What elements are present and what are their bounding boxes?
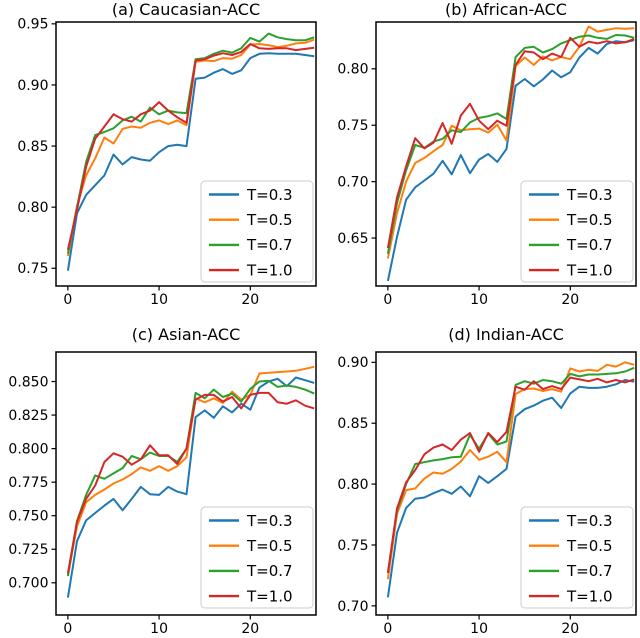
legend-label: T=0.5	[566, 211, 613, 229]
x-tick-label: 20	[561, 292, 579, 308]
x-tick-label: 0	[383, 292, 392, 308]
y-tick-label: 0.85	[337, 416, 368, 432]
x-tick-label: 10	[150, 292, 168, 308]
x-tick-label: 20	[241, 621, 259, 637]
series-line-t05	[386, 25, 635, 259]
axes-border	[375, 351, 637, 616]
legend-label: T=0.7	[246, 562, 293, 580]
y-tick-label: 0.90	[337, 355, 368, 371]
axes-border	[375, 21, 637, 287]
legend-box	[520, 506, 634, 609]
y-tick-label: 0.750	[8, 509, 48, 525]
subplot-indian-acc: 0.70 0.75 0.80 0.85 0.90 0 10 20 T=0.3 T=0.5 T=0.7…	[320, 319, 640, 638]
series-line-t03	[386, 379, 635, 598]
subplot-african-acc: 0.65 0.70 0.75 0.80 0 10 20 T=0.3 T=0.5 T=0.7 T=1.…	[320, 0, 640, 319]
legend-label: T=0.3	[566, 512, 613, 530]
subplot-asian-canvas: 0.700 0.725 0.750 0.775 0.800 0.825 0.850 0 10 20…	[8, 351, 317, 637]
y-tick-label: 0.800	[8, 442, 48, 458]
series-line-t10	[386, 36, 635, 249]
subplot-caucasian-canvas: 0.75 0.80 0.85 0.90 0.95 0 10 20 T=0.3 T=0.5 T=0.7…	[17, 17, 317, 308]
series-group	[66, 32, 315, 271]
x-tick-label: 0	[63, 292, 72, 308]
legend-label: T=0.5	[246, 211, 293, 229]
subplot-asian-acc: 0.700 0.725 0.750 0.775 0.800 0.825 0.850 0 10 20…	[0, 319, 320, 638]
x-tick-label: 10	[470, 621, 488, 637]
y-tick-label: 0.95	[17, 17, 48, 33]
y-tick-label: 0.70	[337, 599, 368, 615]
axes-border	[55, 21, 317, 287]
y-tick-label: 0.80	[337, 62, 368, 78]
y-tick-label: 0.75	[337, 118, 368, 134]
y-tick-label: 0.850	[8, 374, 48, 390]
y-tick-label: 0.725	[8, 542, 48, 558]
series-line-t03	[66, 52, 315, 271]
subplot-indian-canvas: 0.70 0.75 0.80 0.85 0.90 0 10 20 T=0.3 T=0.5 T=0.7…	[337, 351, 637, 637]
y-tick-label: 0.65	[337, 231, 368, 247]
legend: T=0.3 T=0.5 T=0.7 T=1.0	[200, 506, 314, 609]
y-tick-label: 0.85	[17, 139, 48, 155]
legend-box	[200, 506, 314, 609]
x-tick-label: 10	[150, 621, 168, 637]
subplot-indian-title: (d) Indian-ACC	[448, 325, 564, 344]
series-line-t10	[66, 391, 315, 574]
legend-box	[200, 180, 314, 283]
legend: T=0.3 T=0.5 T=0.7 T=1.0	[520, 180, 634, 283]
legend-label: T=1.0	[246, 261, 293, 279]
y-tick-label: 0.70	[337, 175, 368, 191]
x-tick-label: 20	[241, 292, 259, 308]
legend-label: T=1.0	[566, 261, 613, 279]
legend-label: T=0.3	[246, 512, 293, 530]
y-tick-label: 0.75	[17, 261, 48, 277]
subplot-african-canvas: 0.65 0.70 0.75 0.80 0 10 20 T=0.3 T=0.5 T=0.7 T=1.…	[337, 21, 637, 308]
subplot-caucasian-acc: 0.75 0.80 0.85 0.90 0.95 0 10 20 T=0.3 T=0.5 T=0.7…	[0, 0, 320, 319]
legend-label: T=0.7	[246, 236, 293, 254]
legend-label: T=0.7	[566, 562, 613, 580]
x-tick-label: 0	[383, 621, 392, 637]
series-group	[386, 361, 635, 598]
series-line-t03	[386, 39, 635, 282]
legend-box	[520, 180, 634, 283]
legend: T=0.3 T=0.5 T=0.7 T=1.0	[520, 506, 634, 609]
y-tick-label: 0.75	[337, 538, 368, 554]
y-tick-label: 0.90	[17, 78, 48, 94]
legend-label: T=0.5	[566, 537, 613, 555]
axes-border	[55, 351, 317, 616]
legend-label: T=0.7	[566, 236, 613, 254]
legend-label: T=1.0	[246, 587, 293, 605]
y-tick-label: 0.775	[8, 475, 48, 491]
series-line-t05	[386, 361, 635, 580]
series-line-t03	[66, 376, 315, 598]
subplot-asian-title: (c) Asian-ACC	[131, 325, 241, 344]
legend-label: T=0.3	[246, 186, 293, 204]
x-tick-label: 0	[63, 621, 72, 637]
series-line-t10	[66, 43, 315, 251]
y-tick-label: 0.825	[8, 408, 48, 424]
series-line-t10	[386, 376, 635, 574]
y-tick-label: 0.700	[8, 576, 48, 592]
legend-label: T=0.3	[566, 186, 613, 204]
y-tick-label: 0.80	[337, 477, 368, 493]
legend-label: T=0.5	[246, 537, 293, 555]
series-group	[386, 25, 635, 282]
subplot-caucasian-title: (a) Caucasian-ACC	[111, 0, 261, 19]
legend: T=0.3 T=0.5 T=0.7 T=1.0	[200, 180, 314, 283]
y-tick-label: 0.80	[17, 200, 48, 216]
series-group	[66, 365, 315, 598]
legend-label: T=1.0	[566, 587, 613, 605]
x-tick-label: 10	[470, 292, 488, 308]
subplot-african-title: (b) African-ACC	[445, 0, 567, 19]
x-tick-label: 20	[561, 621, 579, 637]
